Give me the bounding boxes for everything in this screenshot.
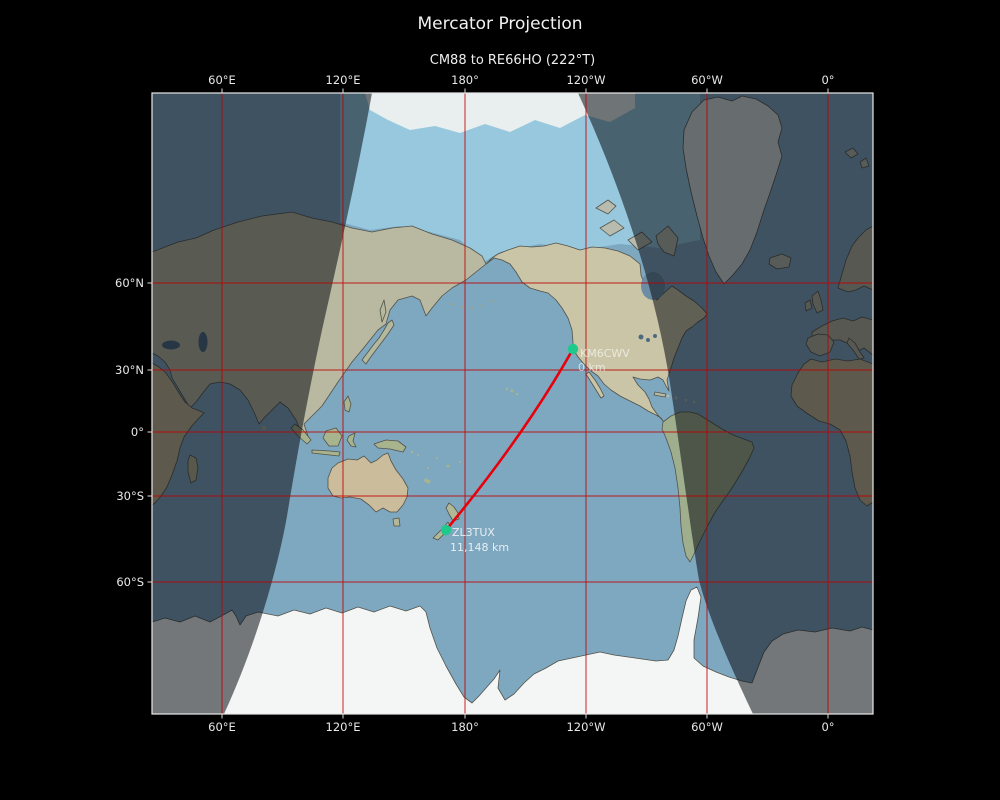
graticule	[152, 93, 873, 714]
japan-islands	[361, 319, 395, 365]
x-tick-top-60w: 60°W	[691, 73, 723, 87]
x-axis-top-labels: 60°E 120°E 180° 120°W 60°W 0°	[208, 73, 834, 87]
pacific-islands	[410, 387, 519, 484]
x-tick-bottom-180: 180°	[451, 720, 479, 734]
arctic-ice	[365, 93, 635, 133]
y-tick-60n: 60°N	[115, 276, 144, 290]
x-tick-bottom-120w: 120°W	[566, 720, 605, 734]
axes-title: CM88 to RE66HO (222°T)	[429, 53, 596, 68]
axes-frame	[151, 92, 874, 715]
y-tick-60s: 60°S	[116, 575, 144, 589]
x-tick-top-120w: 120°W	[566, 73, 605, 87]
x-tick-bottom-120e: 120°E	[326, 720, 361, 734]
night-shade-overlay	[152, 93, 873, 714]
start-callsign-label: KM6CWV	[580, 347, 630, 360]
x-tick-bottom-0: 0°	[821, 720, 834, 734]
end-marker	[440, 524, 452, 536]
end-callsign-label: ZL3TUX	[452, 526, 495, 539]
x-tick-bottom-60e: 60°E	[208, 720, 236, 734]
x-tick-bottom-60w: 60°W	[691, 720, 723, 734]
x-tick-top-0: 0°	[821, 73, 834, 87]
route-line	[444, 347, 575, 532]
great-lakes	[638, 334, 657, 342]
x-axis-bottom-labels: 60°E 120°E 180° 120°W 60°W 0°	[208, 720, 834, 734]
end-distance-label: 11,148 km	[450, 541, 509, 554]
baja-california	[585, 371, 605, 399]
y-axis-labels: 60°N 30°N 0° 30°S 60°S	[115, 276, 144, 589]
tick-marks	[147, 88, 829, 719]
australia	[327, 452, 409, 513]
start-marker	[567, 343, 579, 355]
y-tick-30s: 30°S	[116, 489, 144, 503]
x-tick-top-60e: 60°E	[208, 73, 236, 87]
x-tick-top-120e: 120°E	[326, 73, 361, 87]
x-tick-top-180: 180°	[451, 73, 479, 87]
y-tick-30n: 30°N	[115, 363, 144, 377]
sakhalin-island	[379, 299, 387, 323]
north-america	[485, 242, 708, 422]
start-distance-label: 0 km	[578, 361, 606, 374]
figure-title: Mercator Projection	[417, 14, 583, 34]
aleutian-islands	[450, 299, 494, 310]
y-tick-0: 0°	[131, 425, 144, 439]
cuba	[653, 391, 667, 398]
tasmania	[392, 517, 401, 527]
